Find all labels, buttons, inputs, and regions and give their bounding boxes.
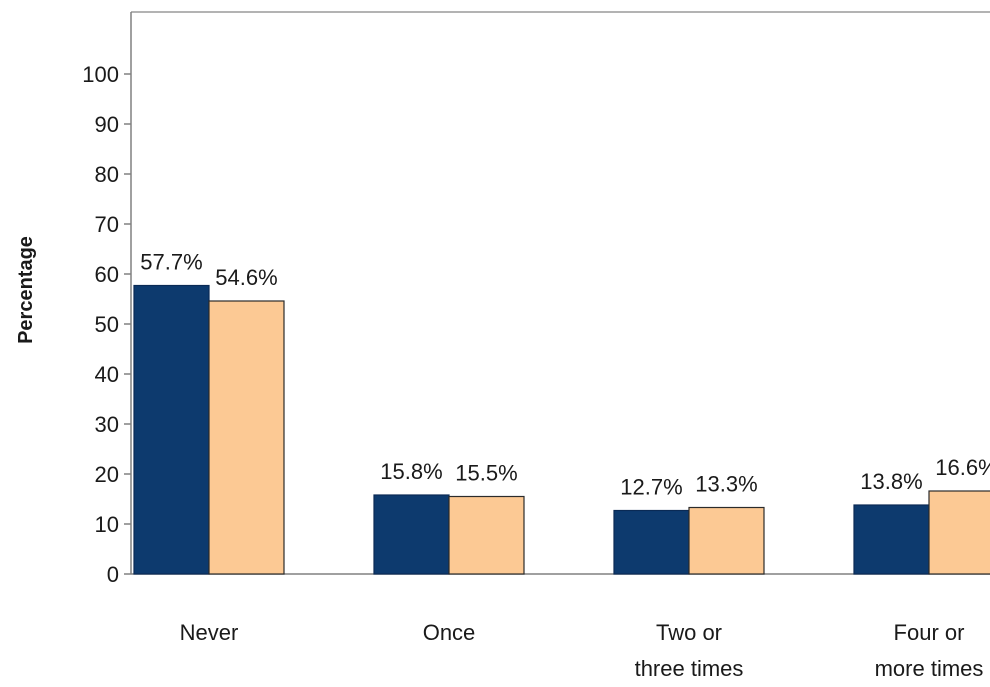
y-tick-label: 90 xyxy=(95,112,119,137)
bar-series1-cat1 xyxy=(133,284,210,575)
data-label: 12.7% xyxy=(620,475,682,500)
y-tick-label: 70 xyxy=(95,212,119,237)
y-tick-label: 80 xyxy=(95,162,119,187)
y-tick-label: 0 xyxy=(107,562,119,587)
data-label: 15.8% xyxy=(380,459,442,484)
category-label: more times xyxy=(875,656,984,681)
data-label: 54.6% xyxy=(215,265,277,290)
data-label: 57.7% xyxy=(140,250,202,275)
data-label: 15.5% xyxy=(455,461,517,486)
y-axis-title: Percentage xyxy=(15,236,37,344)
data-label: 13.8% xyxy=(860,469,922,494)
data-label: 13.3% xyxy=(695,472,757,497)
y-tick-label: 50 xyxy=(95,312,119,337)
category-labels-group: Never Once Two or three times Four or more ti… xyxy=(180,620,984,681)
y-tick-label: 20 xyxy=(95,462,119,487)
category-label: Two or xyxy=(656,620,722,645)
bar-series2-cat4 xyxy=(928,490,990,575)
data-label: 16.6% xyxy=(935,455,990,480)
bar-series1-cat4 xyxy=(853,504,930,575)
category-label: Never xyxy=(180,620,239,645)
y-tick-label: 30 xyxy=(95,412,119,437)
category-label: three times xyxy=(635,656,744,681)
y-axis: 0 10 20 30 40 50 60 70 80 90 100 xyxy=(82,62,131,587)
y-tick-label: 40 xyxy=(95,362,119,387)
bars-group xyxy=(133,284,990,575)
data-labels-group: 57.7% 54.6% 15.8% 15.5% 12.7% 13.3% 13.8% 16.6% xyxy=(140,250,990,500)
y-tick-label: 10 xyxy=(95,512,119,537)
y-tick-label: 60 xyxy=(95,262,119,287)
category-label: Once xyxy=(423,620,476,645)
bar-series1-cat3 xyxy=(613,509,690,575)
bar-series1-cat2 xyxy=(373,494,450,575)
bar-series2-cat3 xyxy=(688,506,765,575)
bar-series2-cat2 xyxy=(448,495,525,575)
category-label: Four or xyxy=(894,620,965,645)
bar-series2-cat1 xyxy=(208,300,285,575)
y-tick-label: 100 xyxy=(82,62,119,87)
